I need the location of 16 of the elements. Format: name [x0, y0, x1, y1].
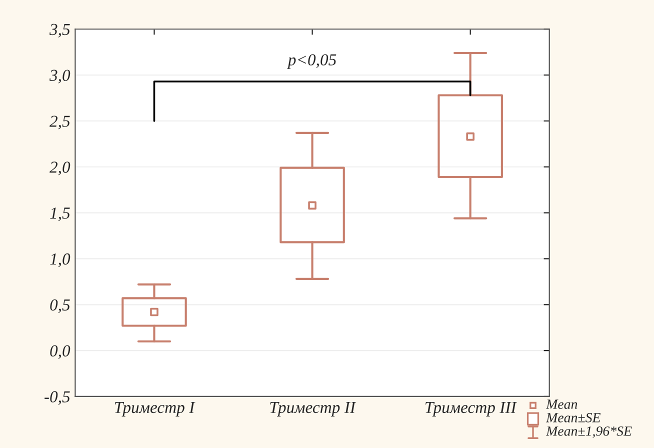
y-tick-label: 0,5 — [50, 299, 70, 313]
annotation: p<0,05 — [286, 54, 336, 69]
text: Mean±SE — [546, 413, 601, 422]
y-tick-label: 3,0 — [49, 70, 70, 84]
y-tick-label: 0,0 — [50, 345, 70, 359]
y-tick-label: 2,0 — [50, 162, 70, 176]
y-tick-label: 1,0 — [50, 253, 70, 268]
text: Mean±1,96*SE — [546, 426, 632, 438]
y-tick-label: 3,5 — [49, 24, 70, 38]
y-tick-label: 2,5 — [50, 116, 70, 130]
x-tick-label: Триместр II — [270, 402, 356, 416]
x-tick-label: Триместр III — [425, 402, 517, 416]
text: Mean — [546, 400, 578, 409]
x-tick-label: Триместр I — [114, 402, 196, 416]
y-tick-label: 1,5 — [50, 208, 70, 222]
y-tick-label: -0,5 — [44, 391, 70, 405]
